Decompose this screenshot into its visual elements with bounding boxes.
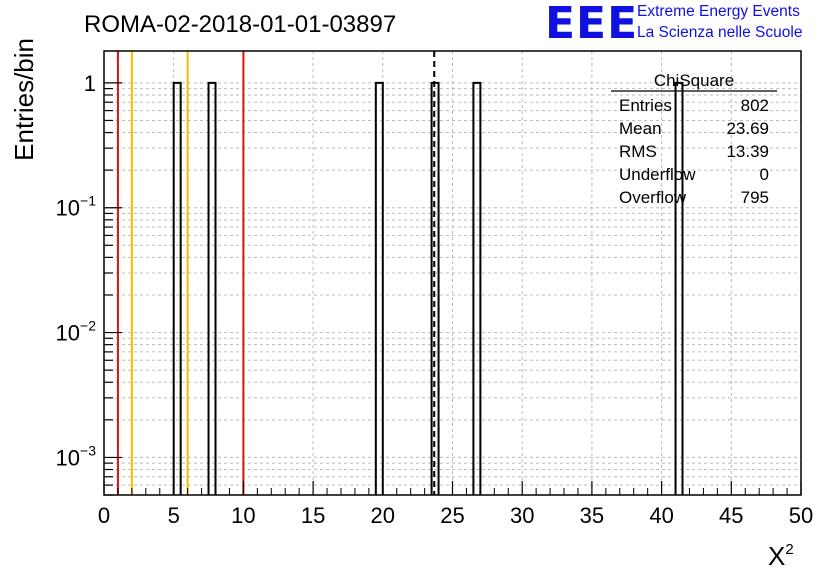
logo-caption-line1: Extreme Energy Events — [637, 3, 800, 20]
stats-row-label: Underflow — [619, 165, 696, 184]
stats-row-value: 23.69 — [726, 119, 769, 138]
x-axis-label-exponent: 2 — [785, 541, 793, 558]
x-tick-label: 40 — [649, 503, 673, 528]
grid — [104, 51, 801, 496]
x-tick-label: 25 — [440, 503, 464, 528]
stats-box: ChiSquare Entries 802 Mean 23.69 RMS 13.39 Und… — [611, 71, 777, 207]
x-tick-label: 50 — [789, 503, 813, 528]
y-tick-label: 10−1 — [56, 193, 97, 221]
x-tick-label: 45 — [719, 503, 743, 528]
stats-row-label: Entries — [619, 96, 672, 115]
stats-row-value: 0 — [760, 165, 769, 184]
reference-lines — [116, 51, 436, 495]
histogram-bin — [172, 81, 182, 495]
stats-box-title: ChiSquare — [654, 71, 734, 90]
histogram-bin — [374, 81, 384, 495]
x-tick-label: 0 — [98, 503, 110, 528]
histogram-bin — [207, 81, 217, 495]
stats-row-label: Overflow — [619, 188, 687, 207]
x-axis-label-base: X — [768, 541, 785, 571]
eee-logo: EEE — [545, 0, 639, 49]
y-tick-label: 10−3 — [56, 442, 97, 470]
stats-row-label: RMS — [619, 142, 657, 161]
chart-title: ROMA-02-2018-01-01-03897 — [84, 11, 397, 38]
stats-row-label: Mean — [619, 119, 662, 138]
x-tick-label: 5 — [168, 503, 180, 528]
x-tick-label: 10 — [231, 503, 255, 528]
axis-ticks: 0 5 10 15 20 25 30 35 40 45 50 10−3 10−2 10−1 1 — [56, 71, 814, 528]
y-tick-label: 10−2 — [56, 318, 97, 346]
x-tick-label: 15 — [301, 503, 325, 528]
stats-row-value: 13.39 — [726, 142, 769, 161]
y-tick-label: 1 — [84, 71, 96, 96]
histogram-bin — [674, 81, 684, 495]
logo-caption-line2: La Scienza nelle Scuole — [637, 24, 803, 41]
y-axis-label: Entries/bin — [9, 38, 39, 161]
stats-row-value: 802 — [741, 96, 769, 115]
x-tick-label: 30 — [510, 503, 534, 528]
histogram-bin — [472, 81, 482, 495]
histogram-bins — [172, 81, 684, 495]
x-tick-label: 20 — [371, 503, 395, 528]
x-tick-label: 35 — [580, 503, 604, 528]
stats-row-value: 795 — [741, 188, 769, 207]
x-axis-label: X2 — [768, 541, 794, 571]
